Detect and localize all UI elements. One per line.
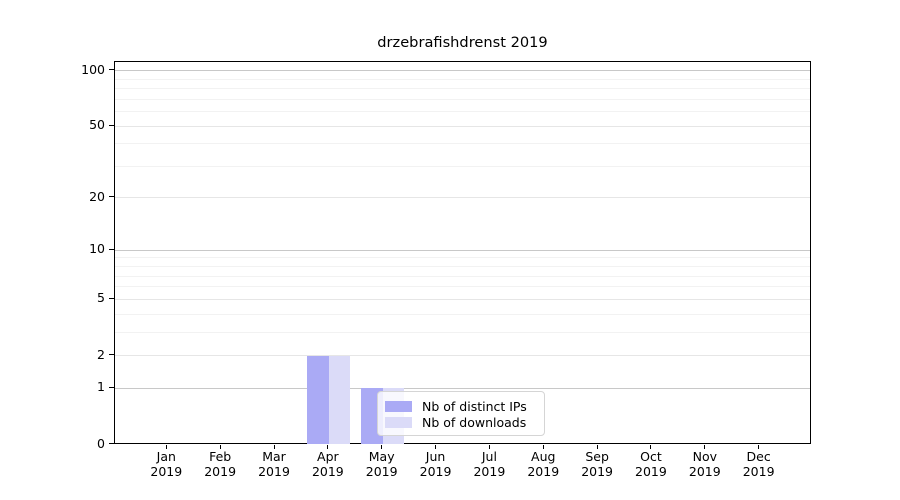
legend-item: Nb of distinct IPs [385, 398, 536, 414]
x-tick-year: 2019 [473, 464, 506, 479]
x-tick-mark [650, 444, 652, 449]
x-tick-label: Mar 2019 [244, 449, 304, 480]
bar-downloads [328, 355, 351, 445]
y-tick-mark [109, 124, 114, 126]
y-tick-mark [109, 297, 114, 299]
x-tick-label: Jan 2019 [136, 449, 196, 480]
x-tick-mark [758, 444, 760, 449]
gridline-major [115, 355, 810, 356]
legend-swatch [385, 416, 412, 428]
x-tick-mark [273, 444, 275, 449]
x-tick-month: Sep [585, 448, 609, 464]
legend: Nb of distinct IPs Nb of downloads [377, 391, 545, 436]
x-tick-year: 2019 [258, 464, 290, 479]
x-tick-mark [219, 444, 221, 449]
y-tick-label: 0 [97, 435, 105, 451]
y-tick-label: 1 [97, 379, 105, 395]
x-tick-year: 2019 [365, 464, 398, 479]
x-tick-label: May 2019 [352, 449, 412, 480]
y-tick-label: 100 [81, 61, 105, 77]
x-tick-month: Oct [640, 448, 662, 464]
y-tick-mark [109, 248, 114, 250]
x-tick-month: Jul [481, 448, 497, 464]
gridline-minor [115, 88, 810, 90]
x-tick-month: Apr [317, 448, 339, 464]
legend-label: Nb of distinct IPs [422, 398, 527, 414]
gridline-minor [115, 78, 810, 80]
x-tick-mark [596, 444, 598, 449]
x-tick-month: Dec [746, 448, 771, 464]
x-tick-mark [488, 444, 490, 449]
y-tick-mark [109, 386, 114, 388]
y-tick-label: 20 [89, 188, 105, 204]
x-tick-label: Oct 2019 [621, 449, 681, 480]
x-tick-label: Nov 2019 [675, 449, 735, 480]
legend-swatch [385, 400, 412, 412]
x-tick-mark [542, 444, 544, 449]
x-tick-month: Jun [425, 448, 446, 464]
x-tick-year: 2019 [150, 464, 183, 479]
gridline-minor [115, 266, 810, 268]
gridline-minor [115, 275, 810, 277]
gridline-minor [115, 286, 810, 288]
gridline-minor [115, 98, 810, 100]
gridline-major [115, 298, 810, 300]
gridline-major [115, 197, 810, 199]
legend-label: Nb of downloads [422, 414, 527, 430]
legend-item: Nb of downloads [385, 414, 536, 430]
y-tick-label: 5 [97, 290, 105, 306]
gridline-minor [115, 257, 810, 259]
y-tick-label: 50 [89, 117, 105, 133]
x-tick-month: Aug [531, 448, 556, 464]
x-tick-label: Jun 2019 [406, 449, 466, 480]
x-tick-mark [435, 444, 437, 449]
x-tick-year: 2019 [688, 464, 721, 479]
x-tick-label: Apr 2019 [298, 449, 358, 480]
x-tick-label: Aug 2019 [513, 449, 573, 480]
x-tick-year: 2019 [635, 464, 667, 479]
x-tick-month: Nov [692, 448, 717, 464]
y-tick-mark [109, 354, 114, 355]
x-tick-year: 2019 [204, 464, 237, 479]
x-tick-year: 2019 [419, 464, 452, 479]
x-tick-month: Jan [156, 448, 176, 464]
gridline-major [115, 125, 810, 127]
chart-title: drzebrafishdrenst 2019 [377, 34, 548, 51]
gridline-major [115, 387, 810, 389]
x-tick-year: 2019 [311, 464, 344, 479]
gridline-minor [115, 313, 810, 315]
x-tick-label: Jul 2019 [459, 449, 519, 480]
gridline-minor [115, 143, 810, 145]
x-tick-year: 2019 [527, 464, 560, 479]
gridline-minor [115, 111, 810, 113]
x-tick-year: 2019 [581, 464, 613, 479]
x-tick-mark [381, 444, 383, 449]
x-tick-month: Mar [262, 448, 286, 464]
gridline-major [115, 70, 810, 72]
x-tick-month: May [368, 448, 395, 464]
x-tick-mark [327, 444, 329, 449]
x-tick-month: Feb [209, 448, 232, 464]
x-tick-year: 2019 [742, 464, 775, 479]
y-tick-label: 2 [97, 346, 105, 362]
y-tick-label: 10 [89, 241, 105, 257]
y-tick-mark [109, 443, 114, 444]
x-tick-label: Feb 2019 [190, 449, 250, 480]
x-tick-mark [165, 444, 167, 449]
gridline-minor [115, 165, 810, 167]
x-tick-label: Sep 2019 [567, 449, 627, 480]
x-tick-label: Dec 2019 [729, 449, 789, 480]
gridline-minor [115, 331, 810, 333]
gridline-major [115, 249, 810, 251]
y-tick-mark [109, 69, 114, 71]
x-tick-mark [704, 444, 706, 449]
y-tick-mark [109, 196, 114, 198]
bar-distinct-ips [307, 355, 329, 445]
plot-area [114, 61, 811, 445]
